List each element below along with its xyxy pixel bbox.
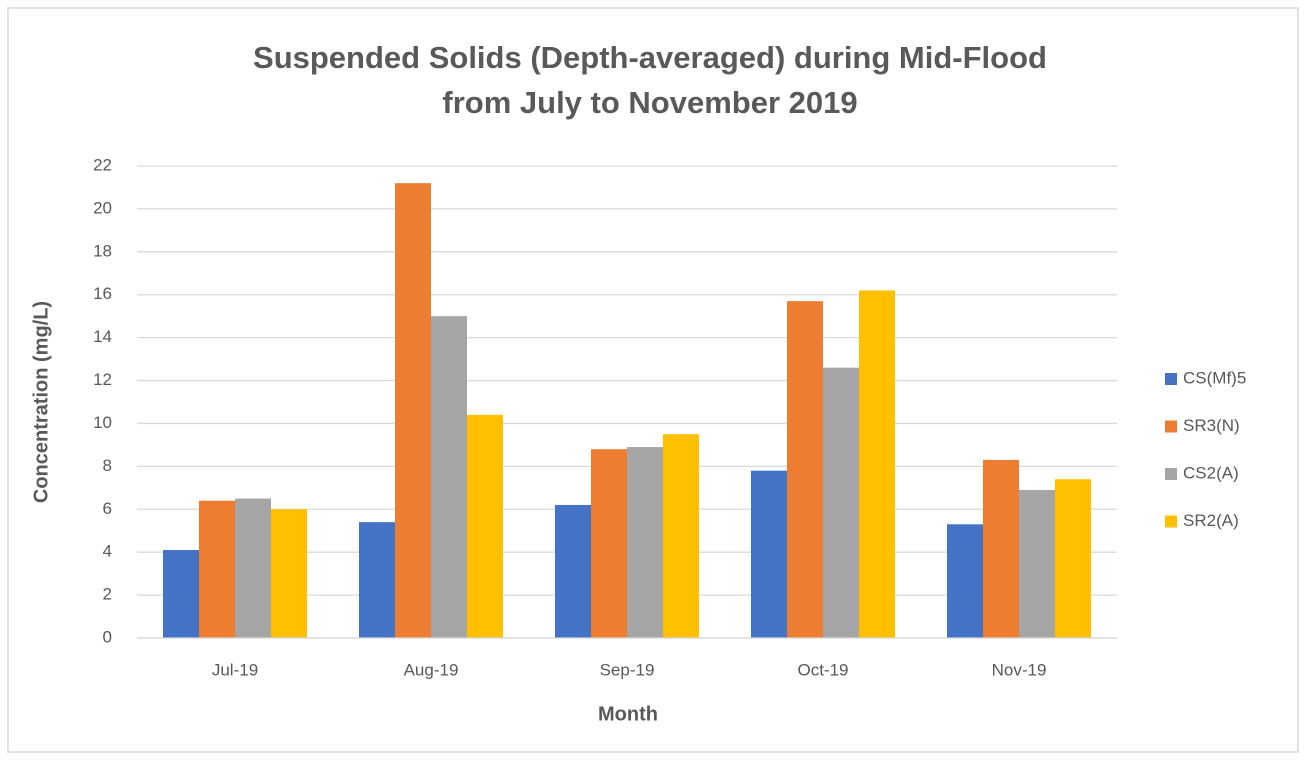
bar xyxy=(1019,489,1055,638)
legend-label: SR3(N) xyxy=(1183,416,1240,435)
legend-swatch xyxy=(1165,420,1177,433)
bar xyxy=(359,522,395,638)
bar xyxy=(947,524,983,638)
y-tick-label: 12 xyxy=(93,370,112,389)
bar xyxy=(395,183,431,638)
bar xyxy=(823,367,859,638)
bar xyxy=(859,290,895,638)
x-tick-label: Jul-19 xyxy=(212,660,258,679)
bar xyxy=(591,449,627,638)
legend-swatch xyxy=(1165,515,1177,528)
y-tick-label: 20 xyxy=(93,198,112,217)
bar xyxy=(271,509,307,638)
y-tick-label: 8 xyxy=(103,456,112,475)
legend-label: CS(Mf)5 xyxy=(1183,368,1246,387)
legend-label: CS2(A) xyxy=(1183,463,1239,482)
bar xyxy=(787,301,823,638)
bar xyxy=(431,316,467,638)
bar xyxy=(235,498,271,638)
y-tick-label: 16 xyxy=(93,284,112,303)
legend-swatch xyxy=(1165,373,1177,385)
x-tick-label: Sep-19 xyxy=(600,660,655,679)
chart-title: from July to November 2019 xyxy=(442,85,857,120)
chart-title: Suspended Solids (Depth-averaged) during… xyxy=(253,40,1047,75)
bar xyxy=(663,434,699,638)
y-tick-label: 0 xyxy=(103,627,112,646)
bar xyxy=(983,459,1019,638)
x-tick-label: Aug-19 xyxy=(404,660,459,679)
y-tick-label: 2 xyxy=(103,585,112,604)
y-tick-label: 22 xyxy=(93,155,112,174)
y-tick-label: 6 xyxy=(103,499,112,518)
bar xyxy=(467,414,503,638)
bar xyxy=(199,500,235,638)
y-tick-label: 10 xyxy=(93,413,112,432)
bar xyxy=(751,470,787,638)
y-tick-label: 18 xyxy=(93,241,112,260)
bar xyxy=(163,550,199,638)
bar xyxy=(555,504,591,638)
y-axis-title: Concentration (mg/L) xyxy=(30,301,52,503)
legend-label: SR2(A) xyxy=(1183,511,1239,530)
x-tick-label: Nov-19 xyxy=(992,660,1047,679)
y-tick-label: 14 xyxy=(93,327,112,346)
bar xyxy=(1055,479,1091,638)
x-tick-label: Oct-19 xyxy=(797,660,848,679)
x-axis-title: Month xyxy=(598,703,658,725)
bar xyxy=(627,447,663,638)
y-tick-label: 4 xyxy=(103,542,112,561)
legend-swatch xyxy=(1165,468,1177,480)
